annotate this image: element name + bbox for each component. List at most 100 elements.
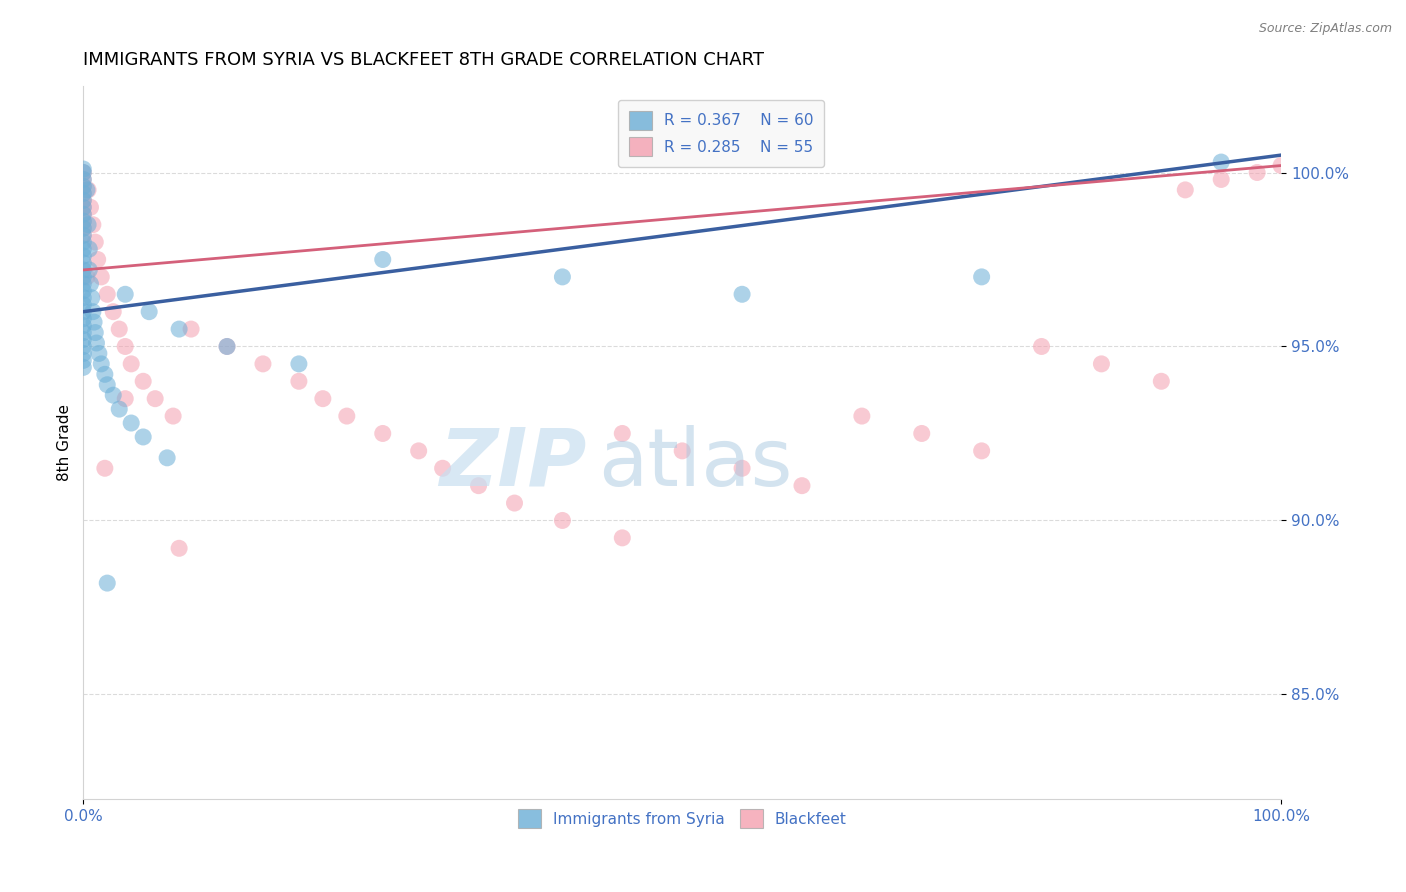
Point bbox=[162, 409, 184, 423]
Point bbox=[76, 183, 98, 197]
Point bbox=[215, 339, 238, 353]
Point bbox=[90, 357, 112, 371]
Point bbox=[790, 478, 813, 492]
Point bbox=[84, 326, 107, 340]
Point bbox=[72, 221, 94, 235]
Point bbox=[167, 322, 190, 336]
Point bbox=[180, 322, 202, 336]
Point bbox=[72, 235, 94, 249]
Text: Source: ZipAtlas.com: Source: ZipAtlas.com bbox=[1258, 22, 1392, 36]
Point bbox=[72, 179, 94, 194]
Point bbox=[72, 228, 94, 243]
Point bbox=[371, 426, 394, 441]
Point bbox=[120, 357, 142, 371]
Point bbox=[79, 277, 101, 291]
Point bbox=[83, 315, 105, 329]
Point bbox=[1270, 159, 1292, 173]
Point bbox=[72, 256, 94, 270]
Point bbox=[86, 252, 108, 267]
Point bbox=[72, 194, 94, 208]
Point bbox=[503, 496, 526, 510]
Point bbox=[252, 357, 274, 371]
Point bbox=[72, 360, 94, 375]
Point bbox=[77, 183, 100, 197]
Point bbox=[103, 304, 125, 318]
Point bbox=[72, 214, 94, 228]
Point bbox=[143, 392, 166, 406]
Point bbox=[72, 269, 94, 284]
Point bbox=[72, 311, 94, 326]
Point bbox=[1174, 183, 1197, 197]
Point bbox=[77, 263, 100, 277]
Point bbox=[1090, 357, 1112, 371]
Point bbox=[72, 207, 94, 221]
Point bbox=[215, 339, 238, 353]
Y-axis label: 8th Grade: 8th Grade bbox=[58, 404, 72, 481]
Point bbox=[72, 346, 94, 360]
Point bbox=[96, 287, 118, 301]
Point bbox=[1211, 172, 1233, 186]
Point bbox=[120, 416, 142, 430]
Point bbox=[72, 339, 94, 353]
Point bbox=[72, 304, 94, 318]
Point bbox=[72, 186, 94, 201]
Text: ZIP: ZIP bbox=[439, 425, 586, 502]
Point bbox=[96, 377, 118, 392]
Point bbox=[72, 284, 94, 298]
Point bbox=[1150, 374, 1173, 388]
Point bbox=[288, 374, 311, 388]
Point bbox=[72, 165, 94, 179]
Point bbox=[114, 392, 136, 406]
Point bbox=[72, 221, 94, 235]
Point bbox=[114, 287, 136, 301]
Point bbox=[72, 207, 94, 221]
Text: atlas: atlas bbox=[599, 425, 793, 502]
Point bbox=[76, 269, 98, 284]
Point bbox=[77, 218, 100, 232]
Point bbox=[551, 269, 574, 284]
Point bbox=[82, 218, 104, 232]
Point bbox=[72, 298, 94, 312]
Point bbox=[72, 326, 94, 340]
Point bbox=[72, 333, 94, 347]
Point bbox=[96, 576, 118, 591]
Point bbox=[103, 388, 125, 402]
Point bbox=[288, 357, 311, 371]
Point bbox=[82, 304, 104, 318]
Point bbox=[108, 402, 131, 417]
Point bbox=[84, 235, 107, 249]
Point bbox=[312, 392, 335, 406]
Point bbox=[72, 172, 94, 186]
Point bbox=[72, 200, 94, 214]
Point bbox=[87, 346, 110, 360]
Point bbox=[731, 461, 754, 475]
Point bbox=[72, 179, 94, 194]
Point bbox=[72, 291, 94, 305]
Point bbox=[79, 200, 101, 214]
Point bbox=[77, 242, 100, 256]
Point bbox=[731, 287, 754, 301]
Point bbox=[72, 194, 94, 208]
Point bbox=[1211, 155, 1233, 169]
Point bbox=[80, 291, 103, 305]
Text: IMMIGRANTS FROM SYRIA VS BLACKFEET 8TH GRADE CORRELATION CHART: IMMIGRANTS FROM SYRIA VS BLACKFEET 8TH G… bbox=[83, 51, 765, 69]
Point bbox=[72, 263, 94, 277]
Point bbox=[1031, 339, 1053, 353]
Point bbox=[132, 430, 155, 444]
Point bbox=[671, 443, 693, 458]
Point bbox=[72, 242, 94, 256]
Point bbox=[408, 443, 430, 458]
Point bbox=[167, 541, 190, 556]
Point bbox=[72, 228, 94, 243]
Point bbox=[94, 368, 117, 382]
Point bbox=[72, 353, 94, 368]
Point bbox=[551, 513, 574, 527]
Point bbox=[72, 200, 94, 214]
Point bbox=[612, 531, 634, 545]
Point bbox=[72, 214, 94, 228]
Point bbox=[72, 318, 94, 333]
Point bbox=[467, 478, 489, 492]
Point bbox=[612, 426, 634, 441]
Point bbox=[72, 186, 94, 201]
Point bbox=[72, 249, 94, 263]
